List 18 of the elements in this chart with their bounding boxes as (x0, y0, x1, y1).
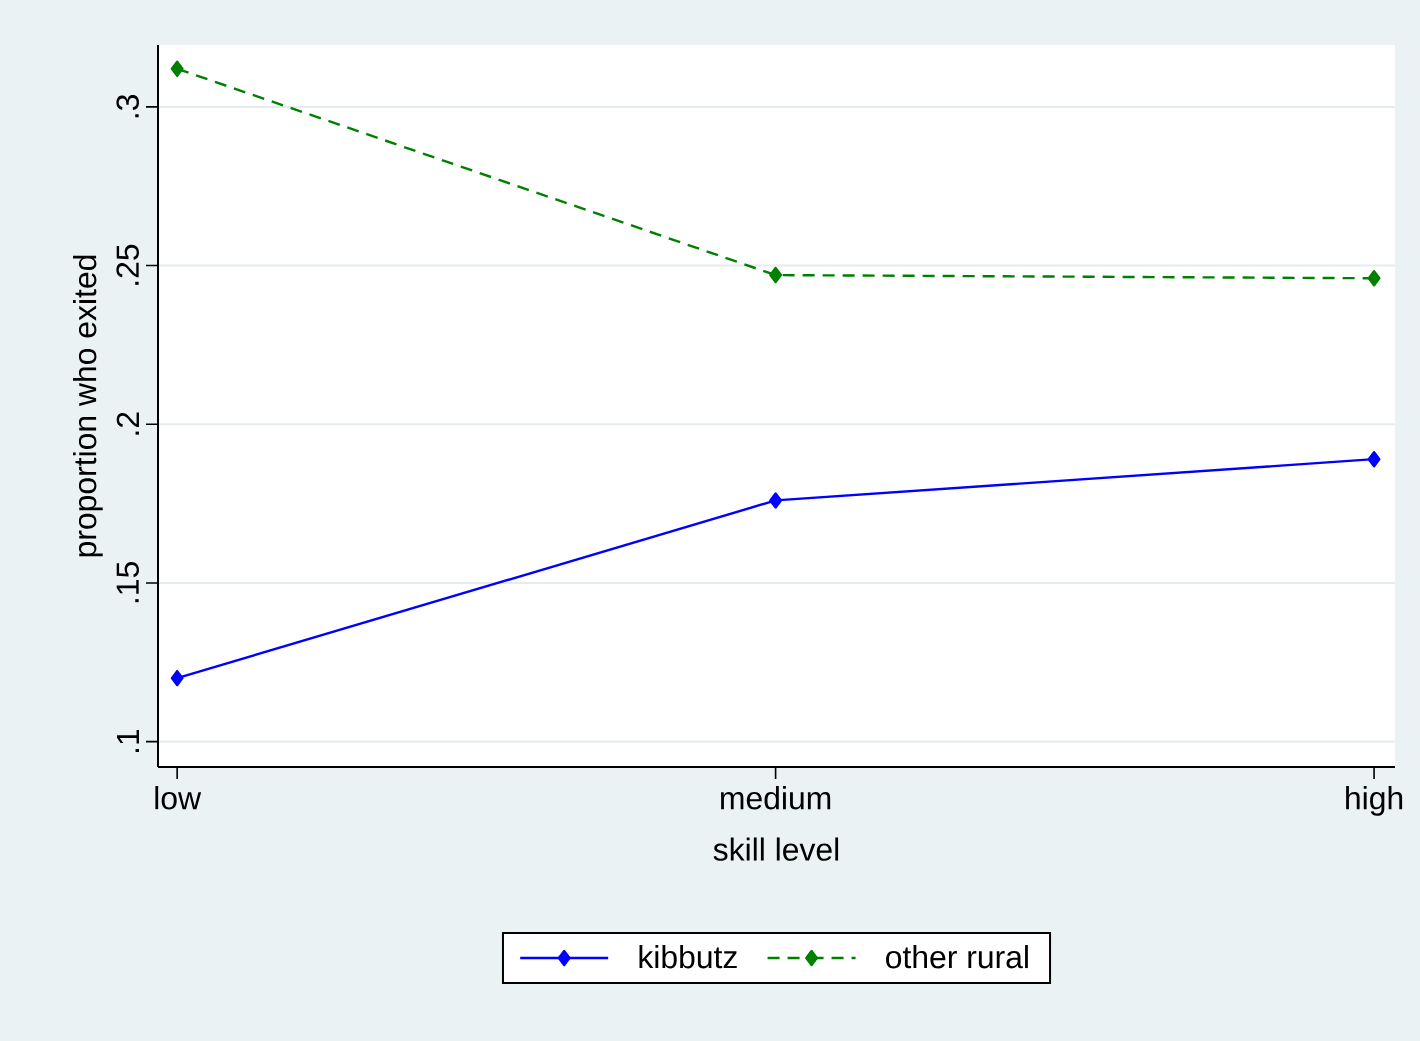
y-tick-label: .3 (116, 95, 139, 118)
legend-label: kibbutz (639, 944, 737, 969)
point (769, 266, 783, 284)
point (769, 492, 783, 509)
y-tick-label: .1 (117, 729, 139, 752)
point (170, 60, 184, 77)
legend-label: other rural (886, 944, 1028, 969)
y-tick-label: .25 (116, 244, 139, 285)
point (1367, 270, 1381, 287)
x-tick-label: high (1346, 786, 1403, 816)
x-axis-title: skill level (713, 837, 839, 861)
x-tick-label: medium (721, 786, 831, 810)
y-tick-label: .15 (116, 562, 139, 603)
x-tick-label: low (155, 786, 202, 810)
y-axis-title: proportion who exited (73, 255, 103, 557)
point (1367, 450, 1381, 468)
y-tick-label: .2 (116, 412, 139, 435)
point (170, 669, 184, 687)
